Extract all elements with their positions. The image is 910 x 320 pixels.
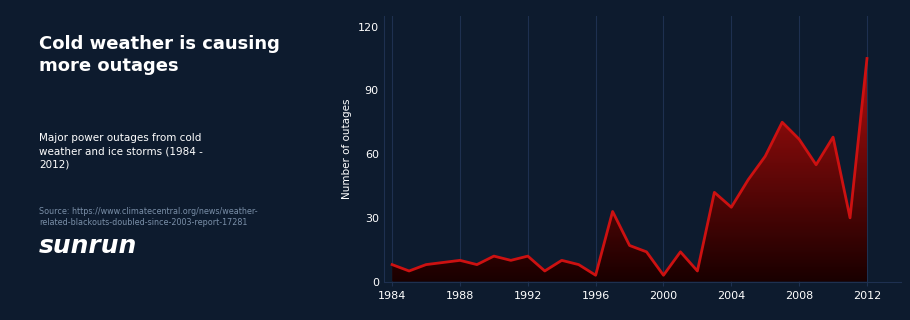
Text: Major power outages from cold
weather and ice storms (1984 -
2012): Major power outages from cold weather an…: [39, 133, 203, 169]
Text: Cold weather is causing
more outages: Cold weather is causing more outages: [39, 35, 280, 75]
Y-axis label: Number of outages: Number of outages: [342, 99, 352, 199]
Text: sunrun: sunrun: [39, 234, 137, 258]
Text: Source: https://www.climatecentral.org/news/weather-
related-blackouts-doubled-s: Source: https://www.climatecentral.org/n…: [39, 207, 258, 227]
